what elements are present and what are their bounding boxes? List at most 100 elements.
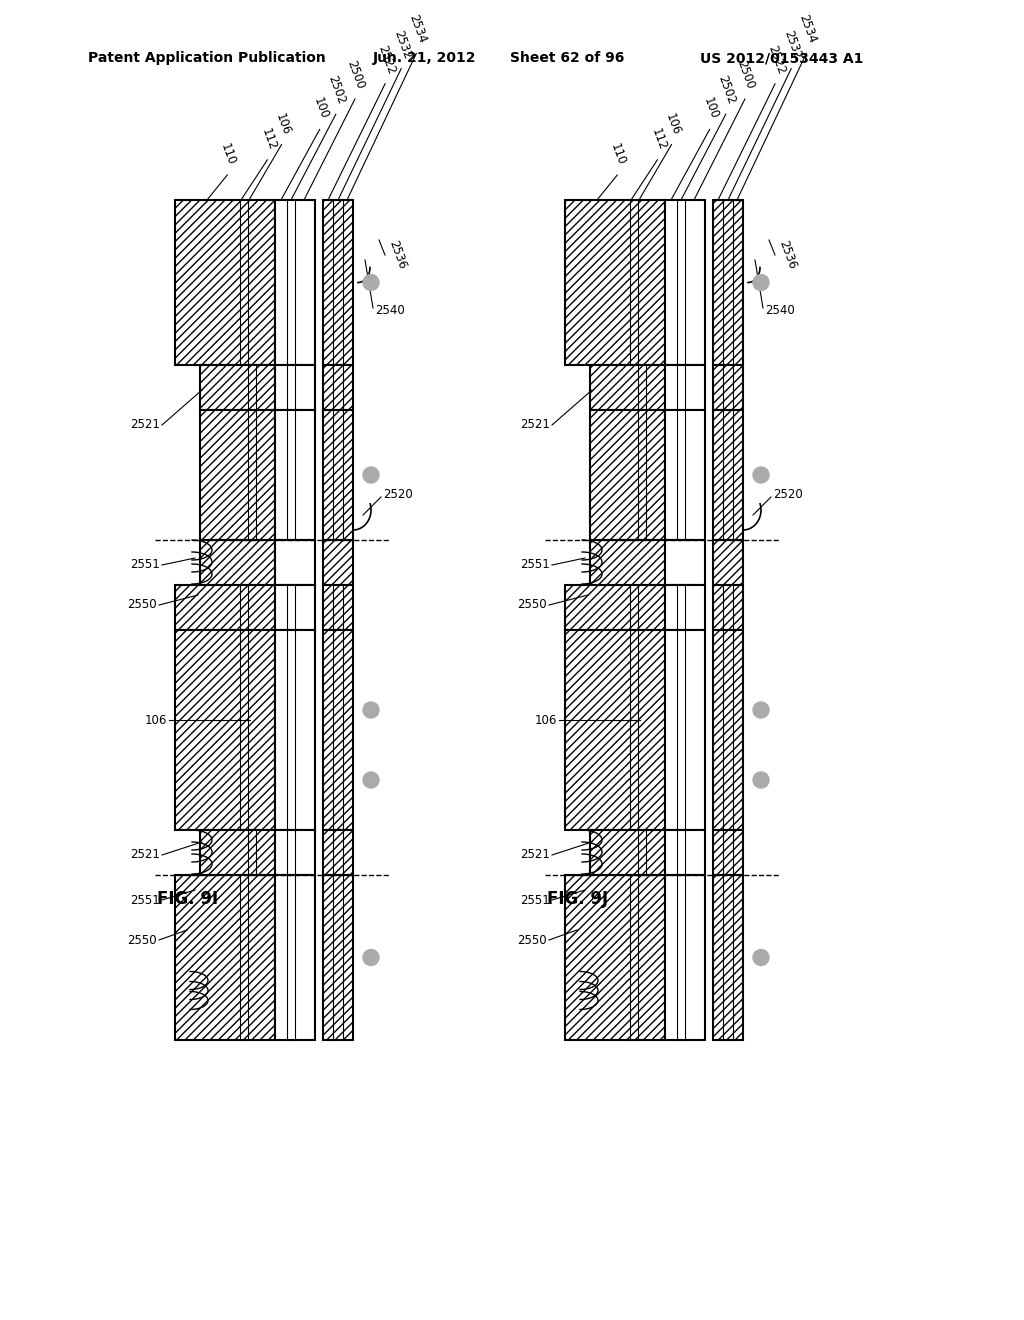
Bar	[175, 585, 275, 630]
Bar	[275, 630, 315, 830]
Bar	[323, 411, 353, 540]
Text: 100: 100	[700, 96, 721, 121]
Text: 2536: 2536	[386, 239, 409, 271]
Text: Patent Application Publication: Patent Application Publication	[88, 51, 326, 65]
Bar	[665, 201, 705, 366]
Circle shape	[753, 949, 769, 965]
Text: 2502: 2502	[326, 74, 348, 106]
Bar	[565, 585, 665, 630]
Bar	[713, 830, 743, 875]
Text: 2550: 2550	[517, 598, 547, 611]
Text: 106: 106	[535, 714, 557, 726]
Text: 2502: 2502	[716, 74, 738, 106]
Text: 2550: 2550	[127, 598, 157, 611]
Bar	[665, 366, 705, 411]
Text: 2551: 2551	[130, 558, 160, 572]
Bar	[275, 201, 315, 366]
Bar	[665, 585, 705, 630]
Text: 2536: 2536	[776, 239, 799, 271]
Bar	[713, 630, 743, 830]
Text: 2521: 2521	[520, 418, 550, 432]
Text: 110: 110	[608, 141, 628, 168]
Text: 2550: 2550	[517, 933, 547, 946]
Text: 2520: 2520	[773, 488, 803, 502]
Bar	[323, 366, 353, 411]
Bar	[200, 366, 275, 411]
Circle shape	[362, 702, 379, 718]
Text: 2534: 2534	[796, 13, 818, 45]
Text: 2522: 2522	[375, 44, 397, 75]
Bar	[275, 585, 315, 630]
Bar	[275, 366, 315, 411]
Bar	[665, 540, 705, 585]
Bar	[713, 585, 743, 630]
Text: 2521: 2521	[130, 849, 160, 862]
Text: 106: 106	[663, 111, 682, 136]
Text: 112: 112	[258, 127, 279, 152]
Text: 2500: 2500	[735, 58, 757, 91]
Bar	[200, 540, 275, 585]
Bar	[590, 830, 665, 875]
Text: 2521: 2521	[130, 418, 160, 432]
Bar	[275, 411, 315, 540]
Text: 2540: 2540	[375, 304, 404, 317]
Bar	[323, 630, 353, 830]
Circle shape	[753, 275, 769, 290]
Bar	[275, 540, 315, 585]
Text: Jun. 21, 2012: Jun. 21, 2012	[373, 51, 476, 65]
Bar	[275, 875, 315, 1040]
Text: 2551: 2551	[130, 894, 160, 907]
Text: 2551: 2551	[520, 894, 550, 907]
Circle shape	[362, 275, 379, 290]
Text: Sheet 62 of 96: Sheet 62 of 96	[510, 51, 625, 65]
Bar	[323, 830, 353, 875]
Bar	[590, 366, 665, 411]
Bar	[323, 201, 353, 366]
Text: 100: 100	[310, 96, 331, 121]
Bar	[713, 366, 743, 411]
Text: 106: 106	[144, 714, 167, 726]
Text: 2532: 2532	[781, 28, 804, 61]
Circle shape	[362, 467, 379, 483]
Text: 2534: 2534	[407, 13, 428, 45]
Bar	[590, 540, 665, 585]
Text: FIG. 9J: FIG. 9J	[547, 890, 608, 908]
Bar	[323, 585, 353, 630]
Text: 2550: 2550	[127, 933, 157, 946]
Circle shape	[362, 949, 379, 965]
Bar	[275, 830, 315, 875]
Bar	[323, 540, 353, 585]
Bar	[665, 630, 705, 830]
Text: 2532: 2532	[391, 28, 414, 61]
Bar	[565, 875, 665, 1040]
Text: 2520: 2520	[383, 488, 413, 502]
Text: 110: 110	[218, 141, 239, 168]
Circle shape	[753, 772, 769, 788]
Text: 106: 106	[272, 111, 293, 136]
Bar	[713, 201, 743, 366]
Bar	[713, 411, 743, 540]
Text: 2521: 2521	[520, 849, 550, 862]
Bar	[565, 630, 665, 830]
Bar	[200, 830, 275, 875]
Bar	[713, 540, 743, 585]
Text: 2500: 2500	[345, 58, 368, 91]
Text: 2551: 2551	[520, 558, 550, 572]
Bar	[200, 411, 275, 540]
Text: FIG. 9I: FIG. 9I	[157, 890, 218, 908]
Bar	[175, 630, 275, 830]
Text: 2522: 2522	[765, 44, 787, 75]
Bar	[175, 201, 275, 366]
Circle shape	[362, 772, 379, 788]
Bar	[665, 411, 705, 540]
Bar	[175, 875, 275, 1040]
Text: US 2012/0153443 A1: US 2012/0153443 A1	[700, 51, 863, 65]
Bar	[565, 201, 665, 366]
Circle shape	[753, 467, 769, 483]
Bar	[665, 830, 705, 875]
Text: 112: 112	[648, 127, 669, 152]
Text: 2540: 2540	[765, 304, 795, 317]
Bar	[590, 411, 665, 540]
Bar	[323, 875, 353, 1040]
Bar	[665, 875, 705, 1040]
